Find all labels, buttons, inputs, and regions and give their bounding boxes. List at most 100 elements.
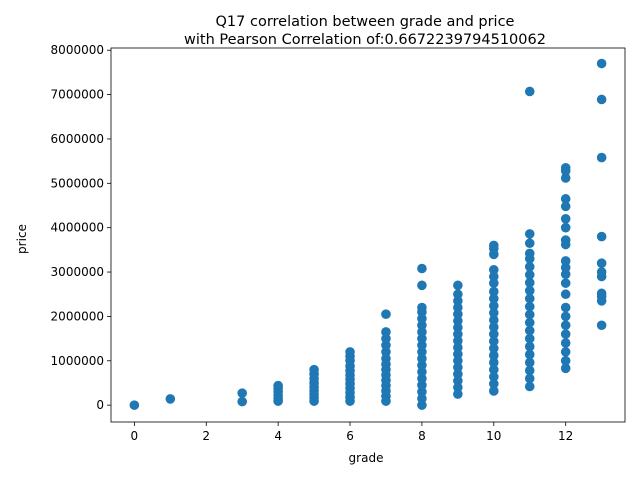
data-point — [524, 269, 535, 280]
x-tick-label: 2 — [202, 429, 210, 443]
data-point — [596, 94, 607, 105]
data-point — [417, 360, 427, 371]
data-point — [381, 347, 391, 357]
data-point — [560, 173, 571, 183]
data-point — [417, 320, 427, 331]
y-axis-label: price — [15, 224, 29, 254]
data-point — [417, 313, 427, 324]
data-point — [524, 86, 535, 97]
data-point — [489, 371, 499, 382]
data-point — [524, 325, 535, 336]
data-point — [417, 353, 427, 364]
chart-title-line-1: Q17 correlation between grade and price — [216, 14, 515, 30]
data-point — [596, 267, 607, 277]
data-point — [489, 308, 499, 318]
data-point — [489, 336, 499, 347]
data-point — [489, 357, 499, 368]
data-point — [489, 240, 499, 251]
data-point — [417, 380, 427, 390]
data-point — [524, 317, 535, 328]
data-point — [453, 375, 463, 386]
data-point — [453, 389, 463, 399]
data-point — [453, 382, 463, 393]
y-tick-label: 7000000 — [51, 88, 104, 102]
data-point — [489, 293, 499, 304]
x-tick-label: 12 — [558, 429, 573, 443]
data-point — [560, 363, 571, 374]
data-point — [453, 336, 463, 346]
data-point — [524, 277, 535, 288]
plot-frame — [110, 47, 626, 423]
data-point — [489, 343, 499, 354]
data-point — [381, 353, 391, 364]
data-point — [453, 289, 463, 300]
data-point — [237, 396, 247, 407]
data-point — [453, 316, 463, 326]
data-point — [560, 162, 571, 173]
data-point — [453, 280, 463, 291]
data-point — [417, 400, 427, 410]
x-tick-label: 10 — [486, 429, 501, 443]
data-point — [489, 364, 499, 375]
data-point — [560, 338, 571, 348]
data-point — [524, 261, 535, 272]
data-point — [453, 355, 463, 366]
y-tick-label: 5000000 — [51, 176, 104, 190]
data-point — [524, 293, 535, 304]
data-point — [524, 248, 535, 259]
data-point — [489, 329, 499, 339]
data-point — [237, 388, 247, 398]
data-point — [524, 301, 535, 312]
y-axis: 0 1000000 2000000 3000000 4000000 5000000 6000… — [51, 43, 111, 412]
data-point — [560, 256, 571, 266]
data-point — [453, 329, 463, 339]
data-points — [129, 58, 607, 410]
data-point — [489, 322, 499, 332]
y-tick-label: 8000000 — [51, 43, 104, 57]
data-point — [596, 231, 607, 242]
x-axis-label: grade — [349, 451, 384, 465]
data-point — [309, 364, 319, 375]
data-point — [489, 300, 499, 311]
data-point — [560, 320, 571, 331]
data-point — [560, 278, 571, 288]
data-point — [417, 347, 427, 357]
data-point — [489, 379, 499, 389]
data-point — [524, 349, 535, 360]
y-tick-label: 0 — [96, 398, 104, 412]
data-point — [453, 322, 463, 333]
data-point — [524, 357, 535, 368]
data-point — [417, 340, 427, 351]
data-point — [560, 201, 571, 212]
data-point — [560, 194, 571, 204]
data-point — [453, 342, 463, 353]
x-tick-label: 8 — [418, 429, 426, 443]
data-point — [596, 320, 607, 331]
data-point — [417, 333, 427, 344]
data-point — [524, 333, 535, 344]
data-point — [273, 380, 283, 391]
x-tick-label: 0 — [131, 429, 139, 443]
data-point — [381, 340, 391, 351]
data-point — [524, 341, 535, 352]
data-point — [417, 263, 427, 274]
x-tick-label: 6 — [346, 429, 354, 443]
data-point — [417, 327, 427, 337]
data-point — [381, 309, 391, 319]
data-point — [453, 369, 463, 379]
data-point — [417, 373, 427, 384]
data-point — [560, 235, 571, 245]
y-tick-label: 3000000 — [51, 265, 104, 279]
data-point — [560, 311, 571, 322]
y-tick-label: 1000000 — [51, 354, 104, 368]
data-point — [381, 327, 391, 337]
y-tick-label: 2000000 — [51, 309, 104, 323]
data-point — [417, 367, 427, 377]
data-point — [489, 286, 499, 297]
data-point — [453, 349, 463, 359]
data-point — [489, 350, 499, 361]
data-point — [489, 278, 499, 288]
data-point — [596, 288, 607, 299]
data-point — [165, 394, 176, 404]
